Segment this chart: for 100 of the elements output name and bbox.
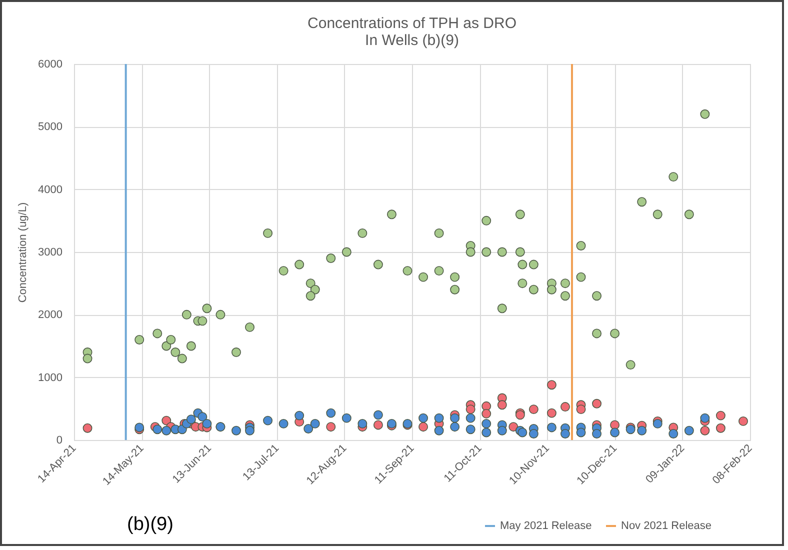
point	[592, 429, 602, 438]
point	[82, 423, 92, 433]
point	[576, 241, 586, 250]
point	[152, 424, 162, 434]
point	[402, 266, 412, 276]
point	[700, 426, 710, 436]
point	[668, 429, 678, 438]
point	[592, 398, 602, 408]
point	[716, 410, 726, 420]
point	[170, 348, 180, 357]
point	[518, 260, 528, 270]
point	[528, 429, 538, 438]
point	[434, 426, 444, 436]
chart-title: Concentrations of TPH as DRO	[308, 15, 516, 32]
y-tick-label: 5000	[38, 121, 62, 134]
point	[263, 228, 273, 238]
legend-label: Nov 2021 Release	[621, 520, 712, 532]
point	[134, 335, 144, 344]
point	[592, 328, 602, 338]
point	[515, 210, 525, 220]
point	[518, 428, 528, 438]
y-tick-label: 6000	[38, 58, 62, 70]
point	[202, 418, 212, 428]
point	[738, 416, 748, 426]
point	[304, 424, 314, 434]
y-axis-title: Concentration (ug/L)	[17, 202, 30, 303]
point	[373, 420, 383, 430]
point	[497, 304, 507, 314]
point	[482, 216, 492, 226]
point	[232, 348, 241, 357]
point	[528, 260, 538, 270]
point	[373, 260, 383, 270]
point	[652, 210, 662, 220]
point	[450, 272, 460, 282]
point	[373, 410, 383, 420]
point	[515, 247, 525, 257]
point	[177, 354, 187, 364]
point	[626, 360, 636, 370]
point	[358, 228, 368, 238]
point	[482, 247, 492, 257]
point	[232, 426, 241, 436]
point	[245, 322, 254, 332]
legend-label: May 2021 Release	[500, 520, 592, 532]
point	[466, 413, 476, 423]
point	[326, 408, 336, 418]
point	[434, 228, 444, 238]
point	[306, 278, 316, 288]
point	[434, 413, 444, 423]
point	[418, 413, 428, 423]
point	[610, 428, 620, 438]
point	[186, 341, 196, 351]
point	[263, 416, 273, 426]
point	[528, 404, 538, 414]
point	[518, 278, 528, 288]
point	[418, 422, 428, 432]
point	[294, 410, 304, 420]
point	[166, 335, 176, 344]
point	[560, 429, 570, 438]
point	[466, 404, 476, 414]
point	[576, 404, 586, 414]
point	[482, 408, 492, 418]
point	[576, 428, 586, 438]
point	[162, 341, 172, 351]
point	[546, 408, 556, 418]
point	[560, 402, 570, 412]
point	[182, 310, 192, 320]
point	[482, 428, 492, 438]
point	[716, 423, 726, 433]
point	[450, 422, 460, 432]
point	[310, 284, 320, 294]
point	[482, 418, 492, 428]
point	[546, 380, 556, 390]
point	[386, 210, 396, 220]
y-tick-label: 1000	[38, 372, 62, 384]
point	[82, 354, 92, 364]
point	[610, 328, 620, 338]
point	[652, 418, 662, 428]
point	[546, 422, 556, 432]
point	[186, 414, 196, 424]
text: (b)(9)	[127, 514, 174, 536]
point	[684, 426, 694, 436]
point	[450, 413, 460, 423]
point	[245, 426, 254, 436]
y-tick-label: 4000	[38, 184, 62, 196]
point	[684, 210, 694, 220]
point	[326, 254, 336, 263]
point	[278, 418, 288, 428]
point	[466, 424, 476, 434]
point	[592, 291, 602, 301]
point	[306, 291, 316, 301]
point	[310, 418, 320, 428]
point	[450, 284, 460, 294]
chart-subtitle: In Wells (b)(9)	[365, 32, 459, 49]
point	[497, 400, 507, 410]
point	[198, 316, 208, 326]
point	[162, 416, 172, 426]
point	[418, 272, 428, 282]
point	[152, 328, 162, 338]
point	[162, 426, 172, 436]
point	[497, 426, 507, 436]
